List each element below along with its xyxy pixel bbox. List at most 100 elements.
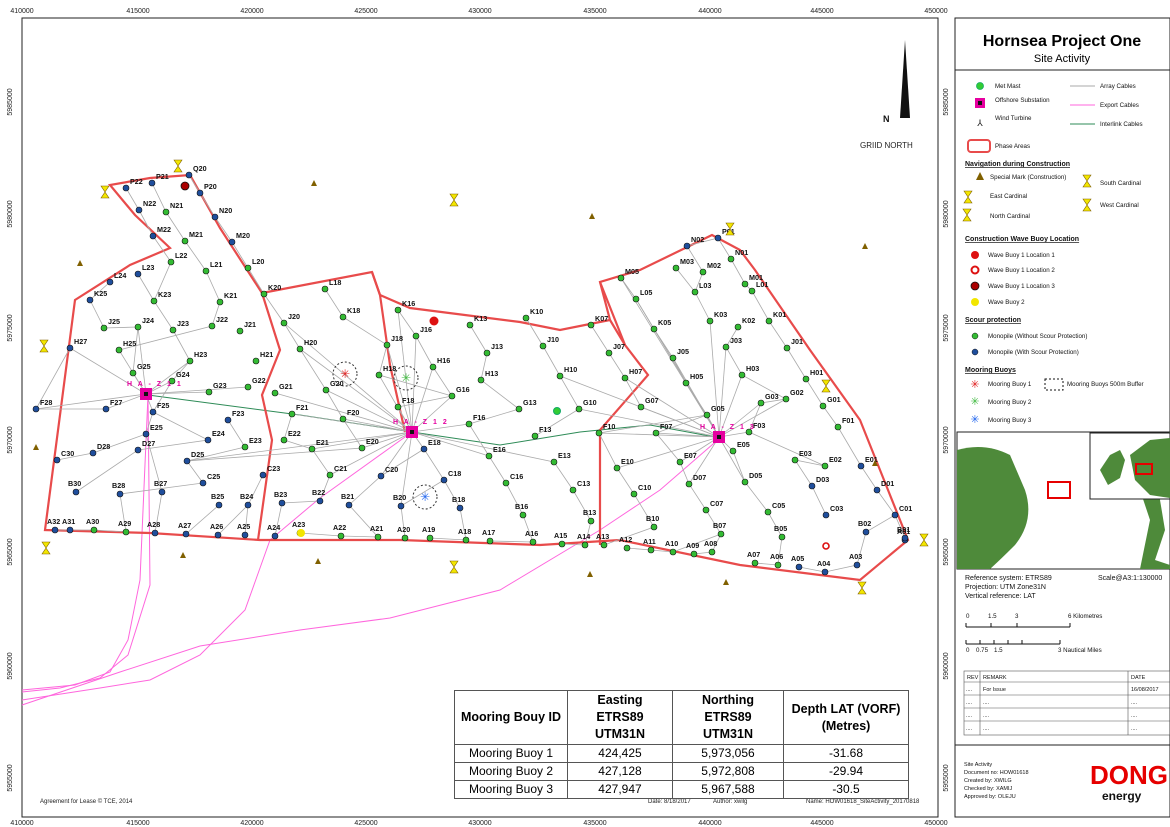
turbine-label: D05 <box>749 471 762 480</box>
array-cable <box>299 348 413 433</box>
turbine-label: J10 <box>547 335 559 344</box>
svg-text:Document no: HOW01618: Document no: HOW01618 <box>964 770 1029 776</box>
turbine-label: B10 <box>646 514 659 523</box>
turbine-g01: G01 <box>819 395 841 410</box>
array-cable <box>244 504 249 536</box>
turbine-label: L18 <box>329 278 341 287</box>
turbine-label: A29 <box>118 519 131 528</box>
turbine-label: E25 <box>150 423 163 432</box>
turbine-label: A09 <box>686 541 699 550</box>
array-cable <box>718 374 743 438</box>
array-cable <box>56 411 154 461</box>
turbine-label: E20 <box>366 437 379 446</box>
table-header: Easting ETRS89 UTM31N <box>567 690 673 745</box>
turbine-label: B18 <box>452 495 465 504</box>
license-note: Agreement for Lease © TCE, 2014 <box>40 798 133 805</box>
array-cable <box>411 431 490 457</box>
array-cable <box>411 366 434 433</box>
turbine-label: H07 <box>629 367 642 376</box>
turbine-label: B01 <box>897 525 910 534</box>
turbine-label: J21 <box>244 320 256 329</box>
turbine-label: G16 <box>456 385 470 394</box>
turbine-label: A28 <box>147 520 160 529</box>
turbine-label: F28 <box>40 398 52 407</box>
turbine-l05: L05 <box>632 288 652 303</box>
turbine-label: A26 <box>210 522 223 531</box>
array-cable <box>655 432 720 438</box>
svg-text:Scour protection: Scour protection <box>965 317 1021 324</box>
turbine-m01: M01 <box>741 273 763 288</box>
turbine-e07: E07 <box>676 451 697 466</box>
turbine-label: E16 <box>493 445 506 454</box>
turbine-j25: J25 <box>100 317 120 332</box>
svg-text:....: .... <box>1131 700 1138 706</box>
array-cable <box>186 174 363 462</box>
array-cable <box>411 395 453 433</box>
turbine-label: B07 <box>713 521 726 530</box>
turbine-e05: E05 <box>729 440 750 455</box>
turbine-a22: A22 <box>333 523 346 540</box>
turbine-h05: H05 <box>682 372 703 387</box>
turbine-f03: F03 <box>745 421 765 436</box>
cardinal-buoy-icon <box>1082 174 1092 188</box>
turbine-label: J13 <box>491 342 503 351</box>
north-arrow: N GRIID NORTH <box>860 40 913 150</box>
turbine-k20: K20 <box>260 283 281 298</box>
turbine-label: A14 <box>577 532 590 541</box>
turbine-e03: E03 <box>791 449 812 464</box>
cardinal-buoy-icon <box>962 208 972 222</box>
array-cables <box>35 174 906 573</box>
export-cables <box>21 394 721 706</box>
svg-text:Array Cables: Array Cables <box>1100 83 1136 90</box>
easting-label: 450000 <box>924 8 947 15</box>
turbine-h03: H03 <box>738 364 759 379</box>
turbine-a24: A24 <box>267 523 280 540</box>
svg-text:0: 0 <box>966 647 970 654</box>
turbine-label: G21 <box>279 382 293 391</box>
turbine-label: F18 <box>402 396 414 405</box>
turbine-m20: M20 <box>228 231 250 246</box>
special-mark-icon <box>872 460 878 466</box>
northing-label: 5970000 <box>7 426 14 453</box>
turbine-k07: K07 <box>587 314 608 329</box>
turbine-label: K13 <box>474 314 487 323</box>
array-cable <box>675 267 696 293</box>
turbine-label: H01 <box>810 368 823 377</box>
turbine-label: L01 <box>756 280 768 289</box>
turbine-g20: G20 <box>322 379 344 394</box>
array-cable <box>598 414 708 546</box>
turbine-label: K01 <box>773 310 786 319</box>
turbine-label: E03 <box>799 449 812 458</box>
array-cable <box>311 431 413 450</box>
offshore-substation: H A - Z 1 1 <box>127 381 181 400</box>
svg-text:✳: ✳ <box>970 395 979 408</box>
turbine-label: A06 <box>770 552 783 561</box>
turbine-j07: J07 <box>605 342 625 357</box>
array-cable <box>397 309 413 433</box>
table-header: Mooring Bouy ID <box>454 690 568 745</box>
turbine-label: A23 <box>292 520 305 529</box>
svg-text:Navigation during Construction: Navigation during Construction <box>965 161 1070 168</box>
easting-label: 435000 <box>583 820 606 827</box>
array-cable <box>411 431 555 463</box>
table-row: Mooring Buoy 3 427,947 5,967,588 -30.5 <box>454 780 909 799</box>
turbine-a20: A20 <box>397 525 410 542</box>
turbine-label: F16 <box>473 413 485 422</box>
turbine-label: A04 <box>817 559 830 568</box>
turbine-label: E21 <box>316 438 329 447</box>
map-author: Author: xwilg <box>713 799 747 805</box>
turbine-g22: G22 <box>244 376 266 391</box>
turbine-h25: H25 <box>115 339 136 354</box>
turbine-g25: G25 <box>129 362 151 377</box>
easting-label: 445000 <box>810 820 833 827</box>
easting-label: 420000 <box>240 8 263 15</box>
northing-label: 5965000 <box>943 538 950 565</box>
turbine-c10: C10 <box>630 483 651 498</box>
turbine-label: B27 <box>154 479 167 488</box>
turbine-f28: F28 <box>32 398 52 413</box>
svg-text:Monopile (With Scour Protectio: Monopile (With Scour Protection) <box>988 349 1079 356</box>
turbine-label: B21 <box>341 492 354 501</box>
turbine-label: G03 <box>765 392 779 401</box>
easting-label: 435000 <box>583 8 606 15</box>
cardinal-buoy-icon <box>41 541 51 555</box>
